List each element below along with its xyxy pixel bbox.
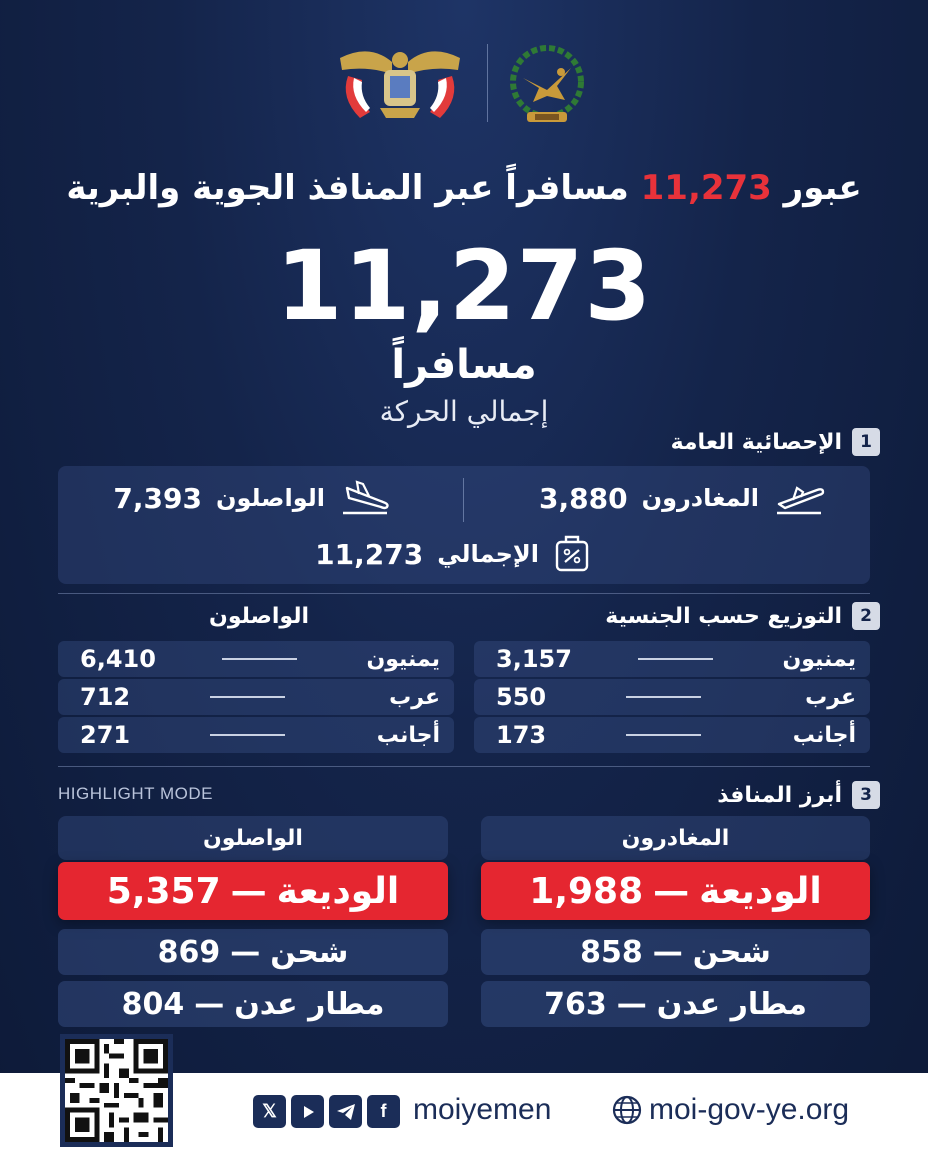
departures-label: المغادرون (641, 484, 759, 512)
total-label: الإجمالي (437, 540, 539, 568)
luggage-icon (555, 535, 589, 572)
section-title: أبرز المنافذ (717, 782, 842, 808)
port-dash: — (230, 870, 267, 912)
row-dash (222, 658, 298, 660)
nationality-value: 6,410 (80, 645, 156, 673)
nationality-label: يمنيون (782, 646, 856, 672)
nationality-row: عرب 712 (58, 679, 454, 715)
port-row: مطار عدن — 763 (481, 981, 870, 1027)
headline-suffix: مسافراً عبر المنافذ الجوية والبرية (66, 168, 629, 208)
port-row-highlighted: الوديعة — 5,357 (58, 862, 448, 920)
row-dash (625, 734, 701, 736)
port-name: شحن (270, 934, 349, 970)
total-passengers-number: 11,273 (275, 230, 653, 342)
nationality-value: 712 (80, 683, 131, 711)
website-link[interactable]: moi-gov-ye.org (611, 1093, 849, 1127)
port-dash: — (194, 986, 225, 1022)
nationality-label: أجانب (376, 722, 440, 748)
section-nationality-title: 2 التوزيع حسب الجنسية (605, 602, 880, 630)
nationality-label: عرب (805, 684, 856, 710)
section-title: التوزيع حسب الجنسية (605, 603, 842, 629)
nationality-row: أجانب 173 (474, 717, 870, 753)
section-divider (58, 593, 870, 594)
departures-value: 3,880 (539, 481, 628, 515)
social-handle[interactable]: moiyemen (413, 1093, 552, 1126)
qr-code[interactable] (60, 1034, 173, 1147)
nationality-value: 271 (80, 721, 131, 749)
emblems-header (0, 38, 928, 128)
facebook-icon[interactable]: f (367, 1095, 400, 1128)
qr-code-pattern-icon (65, 1039, 168, 1142)
port-row: شحن — 858 (481, 929, 870, 975)
port-name: مطار عدن (234, 986, 385, 1022)
headline-number: 11,273 (640, 168, 772, 208)
row-dash (209, 696, 285, 698)
row-dash (209, 734, 285, 736)
website-text: moi-gov-ye.org (649, 1093, 850, 1126)
port-dash: — (616, 986, 647, 1022)
arrivals-stat: الواصلون 7,393 (113, 480, 391, 516)
section-title: الإحصائية العامة (670, 429, 842, 455)
youtube-icon[interactable] (291, 1095, 324, 1128)
globe-icon (612, 1095, 642, 1125)
port-name: شحن (692, 934, 771, 970)
port-name: الوديعة (276, 870, 400, 912)
total-movement-caption: إجمالي الحركة (379, 395, 549, 428)
arrivals-label: الواصلون (215, 484, 325, 512)
telegram-icon[interactable] (329, 1095, 362, 1128)
plane-takeoff-icon (777, 486, 825, 515)
port-dash: — (652, 934, 683, 970)
nationality-label: يمنيون (366, 646, 440, 672)
nationality-row: يمنيون 3,157 (474, 641, 870, 677)
section-number: 1 (852, 428, 880, 456)
port-name: الوديعة (699, 870, 822, 912)
section-divider (58, 766, 870, 767)
stats-divider (463, 478, 464, 522)
highlight-mode-label: HIGHLIGHT MODE (58, 784, 213, 803)
port-row-highlighted: الوديعة — 1,988 (481, 862, 870, 920)
general-stats-panel (58, 466, 870, 584)
port-row: مطار عدن — 804 (58, 981, 448, 1027)
nationality-value: 173 (496, 721, 547, 749)
row-dash (638, 658, 714, 660)
passengers-unit: مسافراً (391, 342, 537, 388)
section-number: 2 (852, 602, 880, 630)
total-value: 11,273 (315, 537, 424, 571)
headline-prefix: عبور (783, 168, 862, 208)
nationality-value: 3,157 (496, 645, 572, 673)
departures-stat: المغادرون 3,880 (539, 480, 825, 516)
headline: عبور 11,273 مسافراً عبر المنافذ الجوية و… (0, 168, 928, 208)
nationality-value: 550 (496, 683, 547, 711)
port-name: مطار عدن (656, 986, 807, 1022)
ports-departures-heading: المغادرون (481, 816, 870, 860)
arrivals-value: 7,393 (113, 481, 202, 515)
port-row: شحن — 869 (58, 929, 448, 975)
total-stat: الإجمالي 11,273 (315, 534, 591, 574)
nationality-row: عرب 550 (474, 679, 870, 715)
port-value: 858 (580, 934, 643, 970)
port-dash: — (230, 934, 261, 970)
plane-landing-icon (343, 480, 389, 515)
port-value: 869 (157, 934, 221, 970)
section-top-ports-title: 3 أبرز المنافذ (717, 781, 880, 809)
nationality-arrivals-heading: الواصلون (209, 604, 309, 629)
nationality-row: يمنيون 6,410 (58, 641, 454, 677)
social-icons: 𝕏 f (253, 1095, 400, 1128)
nationality-row: أجانب 271 (58, 717, 454, 753)
police-eagle-emblem (510, 45, 584, 122)
x-icon[interactable]: 𝕏 (253, 1095, 286, 1128)
port-dash: — (653, 870, 690, 912)
port-value: 763 (544, 986, 607, 1022)
row-dash (625, 696, 701, 698)
nationality-label: أجانب (792, 722, 856, 748)
emblem-divider (487, 44, 488, 122)
section-number: 3 (852, 781, 880, 809)
nationality-label: عرب (389, 684, 440, 710)
section-general-stats-title: 1 الإحصائية العامة (671, 428, 880, 456)
ports-arrivals-heading: الواصلون (58, 816, 448, 860)
port-value: 804 (121, 986, 185, 1022)
yemen-eagle-emblem (340, 51, 460, 118)
port-value: 5,357 (106, 870, 221, 912)
port-value: 1,988 (529, 870, 644, 912)
